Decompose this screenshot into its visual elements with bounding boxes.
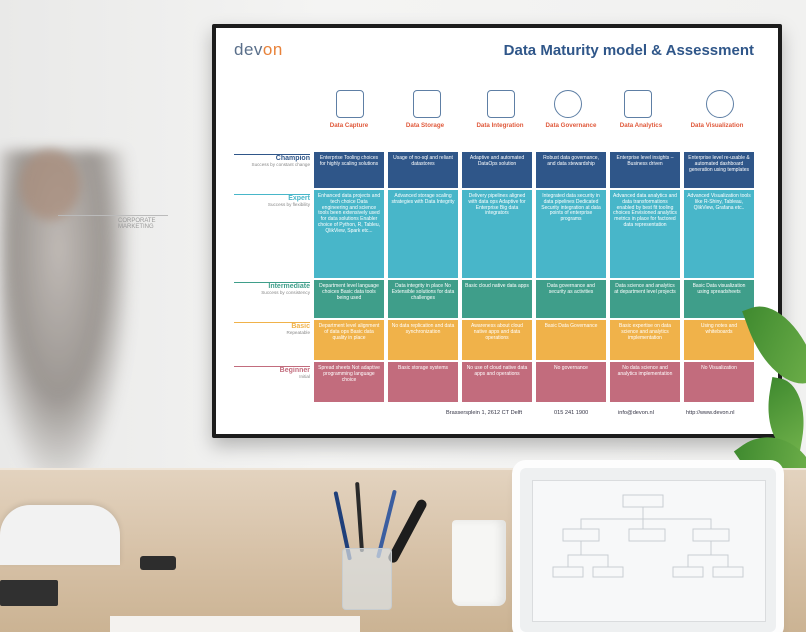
- chair: [0, 505, 120, 565]
- row-beginner: Spread sheets Not adaptive programming l…: [314, 362, 754, 402]
- matrix-cell: Delivery pipelines aligned with data ops…: [462, 190, 532, 278]
- row-expert: Enhanced data projects and tech choice D…: [314, 190, 754, 278]
- level-sub: Repeatable: [286, 330, 311, 335]
- footer-phone: 015 241 1900: [554, 410, 589, 416]
- visualization-icon: [706, 90, 734, 118]
- matrix-cell: Enhanced data projects and tech choice D…: [314, 190, 384, 278]
- matrix-cell: No governance: [536, 362, 606, 402]
- level-name: Intermediate: [268, 283, 310, 290]
- matrix-cell: No Visualization: [684, 362, 754, 402]
- governance-icon: [554, 90, 582, 118]
- matrix-cell: Department level language choices Basic …: [314, 280, 384, 318]
- level-name: Champion: [275, 155, 310, 162]
- column-label: Data Capture: [329, 122, 369, 129]
- level-labels: Champion Success by constant change Expe…: [234, 154, 310, 404]
- matrix-cell: Enterprise level insights – Business dri…: [610, 152, 680, 188]
- matrix-cell: Basic expertise on data science and anal…: [610, 320, 680, 360]
- logo-prefix: dev: [234, 40, 263, 59]
- matrix-cell: No data science and analytics implementa…: [610, 362, 680, 402]
- database-hand-icon: [336, 90, 364, 118]
- column-label: Data Analytics: [619, 122, 663, 129]
- integration-icon: [487, 90, 515, 118]
- matrix-cell: Advanced Visualization tools like R-Shin…: [684, 190, 754, 278]
- matrix-cell: Basic Data Governance: [536, 320, 606, 360]
- pen-cup: [342, 548, 392, 610]
- level-basic: Basic Repeatable: [234, 322, 310, 335]
- row-basic: Department level alignment of data ops B…: [314, 320, 754, 360]
- smartphone: [140, 556, 176, 570]
- maturity-poster: devon Data Maturity model & Assessment D…: [216, 28, 778, 434]
- matrix-cell: Data integrity in place No Extensible so…: [388, 280, 458, 318]
- matrix-cell: Advanced storage scaling strategies with…: [388, 190, 458, 278]
- level-sub: Success by consistency: [261, 290, 310, 295]
- level-sub: Initial: [299, 374, 310, 379]
- level-sub: Success by constant change: [251, 162, 310, 167]
- analytics-icon: [624, 90, 652, 118]
- matrix-cell: Spread sheets Not adaptive programming l…: [314, 362, 384, 402]
- column-icons: [314, 90, 754, 126]
- devon-logo: devon: [234, 40, 283, 60]
- matrix-cell: Basic cloud native data apps: [462, 280, 532, 318]
- matrix-cell: Department level alignment of data ops B…: [314, 320, 384, 360]
- matrix-cell: Advanced data analytics and data transfo…: [610, 190, 680, 278]
- matrix-cell: No use of cloud native data apps and ope…: [462, 362, 532, 402]
- footer-address: Brassersplein 1, 2612 CT Delft: [446, 410, 523, 416]
- matrix-cell: Integrated data security in data pipelin…: [536, 190, 606, 278]
- row-intermediate: Department level language choices Basic …: [314, 280, 754, 318]
- level-name: Basic: [291, 323, 310, 330]
- column-label: Data Governance: [545, 122, 597, 129]
- matrix-cell: Data governance and security as activiti…: [536, 280, 606, 318]
- level-name: Beginner: [279, 367, 310, 374]
- matrix-cell: Using notes and whiteboards: [684, 320, 754, 360]
- column-label: Data Integration: [476, 122, 524, 129]
- matrix-cell: Usage of no-sql and reliant datastores: [388, 152, 458, 188]
- matrix-cell: Adaptive and automated DataOps solution: [462, 152, 532, 188]
- coffee-mug: [452, 520, 506, 606]
- matrix-cell: Basic storage systems: [388, 362, 458, 402]
- matrix-cell: Enterprise level re-usable & automated d…: [684, 152, 754, 188]
- wall-sketch: CORPORATE MARKETING: [58, 215, 168, 256]
- matrix-cell: Awareness about cloud native apps and da…: [462, 320, 532, 360]
- matrix-cell: Enterprise Tooling choices for highly sc…: [314, 152, 384, 188]
- column-label: Data Storage: [405, 122, 445, 129]
- level-name: Expert: [288, 195, 310, 202]
- matrix-cell: Data science and analytics at department…: [610, 280, 680, 318]
- level-expert: Expert Success by flexibility: [234, 194, 310, 207]
- laptop-screen: [532, 480, 766, 622]
- poster-title: Data Maturity model & Assessment: [503, 42, 754, 59]
- column-label: Data Visualization: [690, 122, 744, 129]
- storage-icon: [413, 90, 441, 118]
- level-champion: Champion Success by constant change: [234, 154, 310, 167]
- org-chart-graphic: [552, 494, 744, 578]
- laptop: [520, 468, 776, 632]
- footer-web: http://www.devon.nl: [686, 410, 735, 416]
- matrix-cell: No data replication and data synchroniza…: [388, 320, 458, 360]
- paper-sheet: [110, 616, 360, 632]
- level-sub: Success by flexibility: [267, 202, 310, 207]
- tablet: [0, 580, 58, 606]
- row-champion: Enterprise Tooling choices for highly sc…: [314, 152, 754, 188]
- wall-sketch-text: CORPORATE MARKETING: [118, 218, 156, 230]
- level-intermediate: Intermediate Success by consistency: [234, 282, 310, 295]
- matrix-cell: Robust data governance, and data steward…: [536, 152, 606, 188]
- footer-email: info@devon.nl: [618, 410, 654, 416]
- logo-suffix: on: [262, 40, 283, 59]
- blurred-person-head: [20, 150, 80, 220]
- level-beginner: Beginner Initial: [234, 366, 310, 379]
